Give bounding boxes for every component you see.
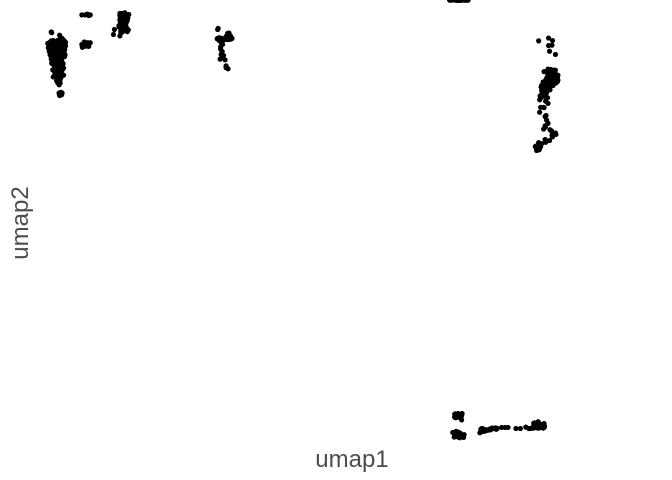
data-point: [58, 40, 64, 47]
data-point: [124, 29, 130, 35]
data-point: [478, 426, 484, 432]
y-axis-title: umap2: [7, 186, 34, 259]
data-point: [57, 77, 63, 83]
data-point: [80, 41, 86, 47]
data-point: [225, 36, 231, 42]
data-point: [111, 26, 118, 33]
data-point: [457, 435, 463, 441]
data-point: [62, 52, 68, 58]
data-point: [541, 126, 547, 132]
data-point: [461, 434, 467, 441]
data-point: [546, 48, 553, 54]
data-point: [543, 112, 549, 119]
data-point: [452, 411, 458, 417]
data-point: [459, 417, 465, 423]
data-point: [499, 424, 505, 431]
data-point: [545, 100, 551, 106]
data-point: [534, 147, 540, 154]
data-point: [513, 425, 519, 432]
data-point: [459, 410, 465, 417]
data-point: [217, 56, 223, 62]
data-point: [545, 35, 552, 41]
data-point: [549, 37, 556, 44]
data-point: [225, 66, 231, 72]
data-point: [87, 12, 93, 18]
data-point: [55, 50, 61, 56]
data-point: [537, 97, 543, 103]
data-point: [542, 139, 549, 145]
data-point: [49, 30, 55, 36]
data-point: [453, 433, 459, 439]
data-point: [537, 109, 543, 115]
data-point: [215, 25, 221, 32]
data-point: [541, 69, 547, 75]
data-point: [536, 38, 542, 44]
data-point: [552, 51, 559, 58]
data-points: [45, 0, 561, 441]
data-point: [548, 128, 555, 134]
data-point: [523, 424, 529, 430]
x-axis-title: umap1: [315, 446, 388, 473]
data-point: [517, 425, 523, 432]
data-point: [216, 37, 222, 44]
data-point: [222, 57, 228, 63]
data-point: [56, 82, 62, 88]
data-point: [58, 91, 64, 97]
data-point: [541, 105, 547, 111]
data-point: [50, 74, 56, 80]
data-point: [117, 33, 123, 39]
data-point: [110, 31, 117, 38]
data-point: [549, 134, 556, 140]
data-point: [448, 0, 454, 3]
data-point: [462, 0, 468, 3]
data-point: [545, 42, 552, 49]
data-point: [455, 0, 461, 3]
data-point: [550, 82, 556, 89]
data-point: [546, 137, 553, 144]
